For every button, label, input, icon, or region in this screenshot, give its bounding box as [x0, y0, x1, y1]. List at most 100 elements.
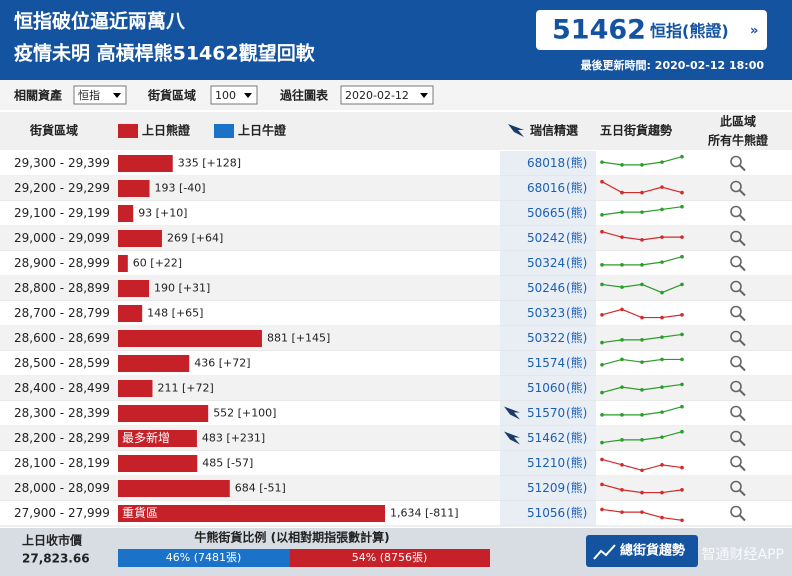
- code[interactable]: 50242: [527, 231, 565, 245]
- bar: [118, 405, 209, 422]
- code[interactable]: 50246: [527, 281, 565, 295]
- trend-point: [640, 238, 644, 242]
- arrow[interactable]: »: [750, 24, 758, 39]
- column-header: 瑞信精選: [530, 123, 578, 138]
- search-icon[interactable]: [730, 480, 742, 493]
- search-icon[interactable]: [730, 280, 742, 293]
- dropdown[interactable]: [73, 85, 127, 105]
- trend-button[interactable]: [586, 535, 698, 567]
- trend-point: [600, 340, 604, 345]
- pick-icon: [504, 431, 520, 445]
- bar: [118, 330, 262, 347]
- code[interactable]: 50322: [527, 331, 565, 345]
- search-icon[interactable]: [730, 430, 742, 443]
- dropdown[interactable]: [210, 85, 258, 105]
- trend-point: [620, 210, 624, 214]
- search-handle: [739, 164, 746, 172]
- kind[interactable]: (熊): [566, 505, 587, 520]
- value-label: 60 [+22]: [133, 257, 182, 270]
- filter-label: 過往圖表: [279, 88, 329, 103]
- code[interactable]: 51056: [527, 506, 565, 520]
- search-icon[interactable]: [730, 180, 742, 193]
- button-label[interactable]: 總街貨趨勢: [620, 543, 685, 559]
- range: 28,700 - 28,799: [14, 306, 110, 320]
- kind[interactable]: (熊): [566, 355, 587, 370]
- code-cell-bg: [500, 326, 596, 351]
- code-name[interactable]: 恒指(熊證): [650, 22, 729, 41]
- trend-point: [600, 213, 604, 217]
- code[interactable]: 51462: [552, 15, 646, 46]
- kind[interactable]: (熊): [566, 380, 587, 395]
- bull-ratio: [118, 549, 290, 567]
- dropdown-arrow: [113, 93, 121, 98]
- search-icon[interactable]: [730, 155, 742, 168]
- code-box[interactable]: [536, 10, 767, 50]
- dropdown-value[interactable]: 恒指: [78, 88, 100, 102]
- search-icon[interactable]: [730, 255, 742, 268]
- search-icon[interactable]: [730, 455, 742, 468]
- bar: [118, 205, 134, 222]
- search-icon[interactable]: [730, 380, 742, 393]
- search-icon[interactable]: [730, 355, 742, 368]
- trend-point: [680, 254, 684, 259]
- trend-point: [640, 163, 644, 167]
- range: 28,500 - 28,599: [14, 356, 110, 370]
- code[interactable]: 50665: [527, 206, 565, 220]
- code[interactable]: 68016: [527, 181, 565, 195]
- trend-point: [680, 282, 684, 287]
- trend-point: [680, 404, 684, 409]
- watermark: 智通财经APP: [702, 547, 784, 563]
- code[interactable]: 50324: [527, 256, 565, 270]
- search-handle: [739, 439, 746, 447]
- kind[interactable]: (熊): [566, 330, 587, 345]
- trend-point: [660, 435, 664, 439]
- trend-point: [660, 515, 664, 520]
- dropdown-value[interactable]: 100: [215, 89, 236, 102]
- search-icon[interactable]: [730, 505, 742, 518]
- kind[interactable]: (熊): [566, 155, 587, 170]
- code[interactable]: 51574: [527, 356, 565, 370]
- kind[interactable]: (熊): [566, 305, 587, 320]
- search-icon[interactable]: [730, 230, 742, 243]
- trend-point: [660, 290, 664, 295]
- code[interactable]: 51209: [527, 481, 565, 495]
- value-label: 684 [-51]: [235, 482, 286, 495]
- kind[interactable]: (熊): [566, 455, 587, 470]
- range: 28,200 - 28,299: [14, 431, 110, 445]
- search-handle: [739, 339, 746, 347]
- search-handle: [739, 189, 746, 197]
- code-cell-bg: [500, 501, 596, 526]
- bar: [118, 255, 128, 272]
- dropdown-value[interactable]: 2020-02-12: [345, 89, 409, 102]
- bar-label: 重貨區: [122, 505, 158, 520]
- search-icon[interactable]: [730, 205, 742, 218]
- kind[interactable]: (熊): [566, 280, 587, 295]
- kind[interactable]: (熊): [566, 480, 587, 495]
- code[interactable]: 51462: [527, 431, 565, 445]
- code[interactable]: 51570: [527, 406, 565, 420]
- kind[interactable]: (熊): [566, 405, 587, 420]
- trend-point: [680, 190, 684, 195]
- trend-point: [600, 413, 604, 417]
- kind[interactable]: (熊): [566, 430, 587, 445]
- value-label: 93 [+10]: [138, 207, 187, 220]
- value-label: 881 [+145]: [267, 332, 330, 345]
- kind[interactable]: (熊): [566, 205, 587, 220]
- search-icon[interactable]: [730, 405, 742, 418]
- trend-point: [620, 510, 624, 514]
- search-icon[interactable]: [730, 305, 742, 318]
- trend-point: [640, 190, 644, 195]
- trend-point: [620, 285, 624, 289]
- kind[interactable]: (熊): [566, 255, 587, 270]
- code[interactable]: 51060: [527, 381, 565, 395]
- column-header: 所有牛熊證: [708, 133, 769, 148]
- code[interactable]: 68018: [527, 156, 565, 170]
- code[interactable]: 50323: [527, 306, 565, 320]
- kind[interactable]: (熊): [566, 180, 587, 195]
- bar: [118, 180, 150, 197]
- search-icon[interactable]: [730, 330, 742, 343]
- dropdown[interactable]: [340, 85, 434, 105]
- trend-point: [600, 482, 604, 487]
- code[interactable]: 51210: [527, 456, 565, 470]
- kind[interactable]: (熊): [566, 230, 587, 245]
